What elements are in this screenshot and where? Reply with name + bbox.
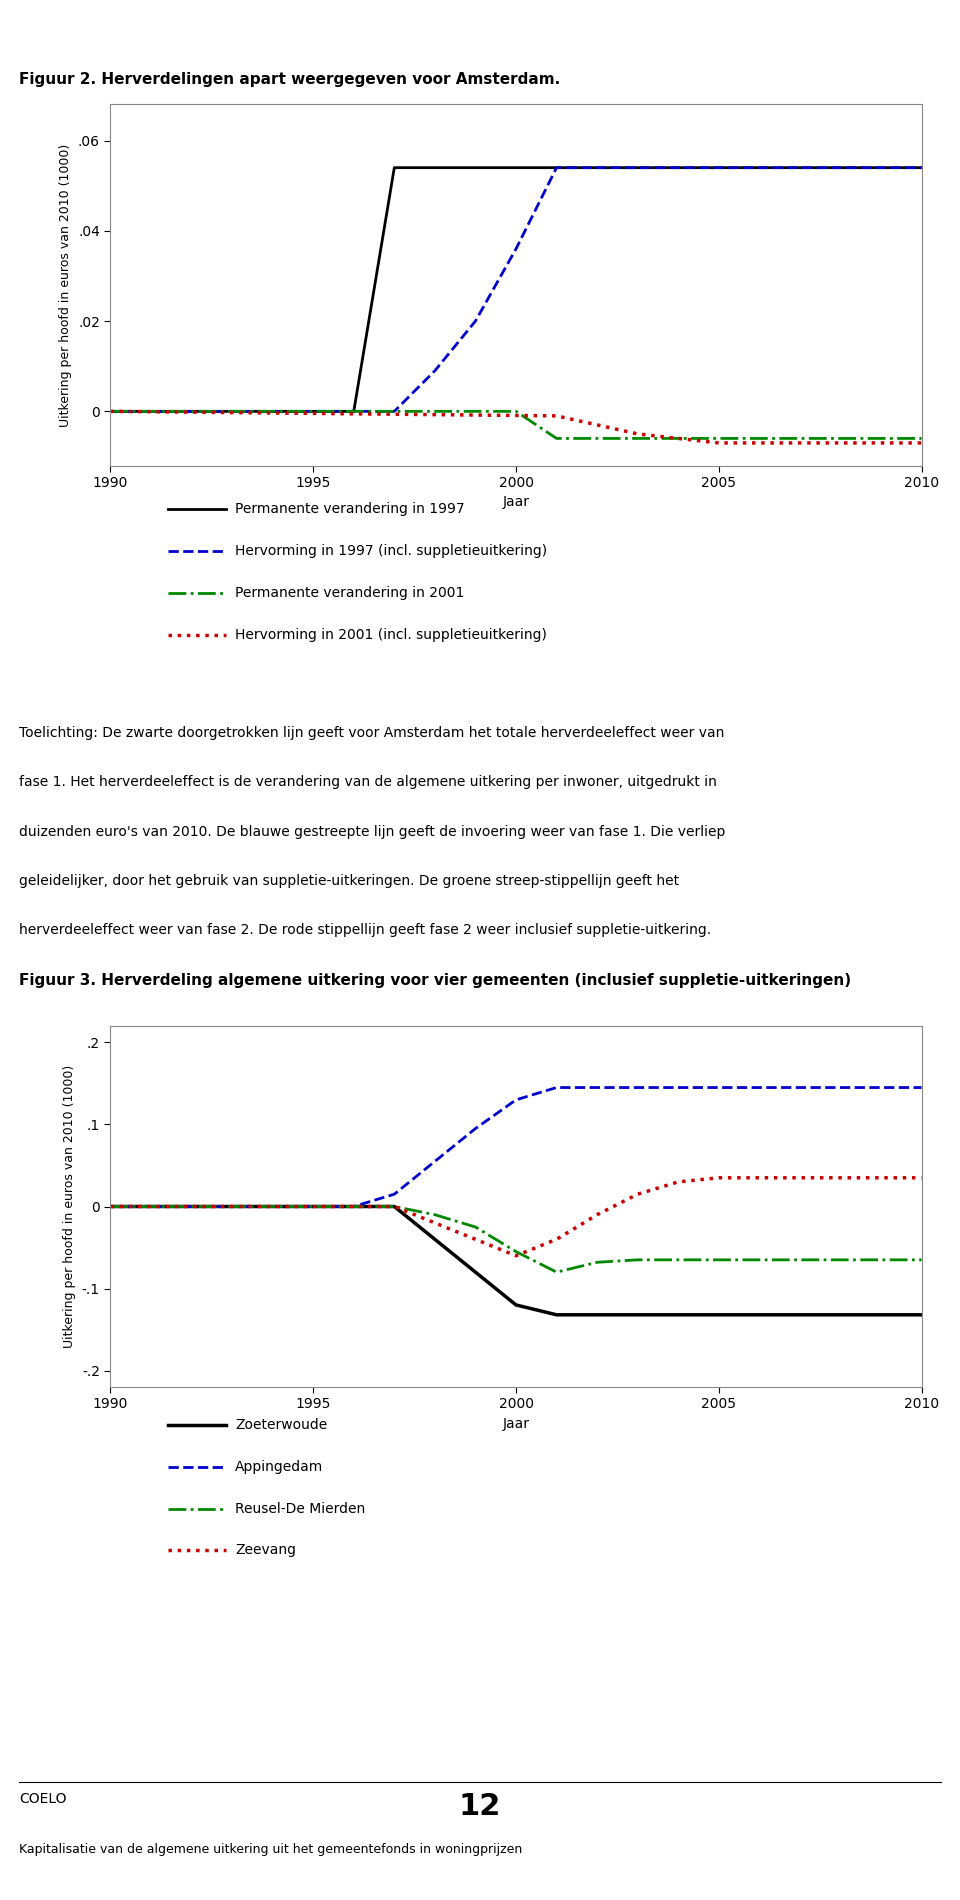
Text: Figuur 3. Herverdeling algemene uitkering voor vier gemeenten (inclusief supplet: Figuur 3. Herverdeling algemene uitkerin… bbox=[19, 973, 852, 988]
Text: Permanente verandering in 2001: Permanente verandering in 2001 bbox=[235, 585, 465, 600]
Text: COELO: COELO bbox=[19, 1792, 66, 1805]
Text: Hervorming in 1997 (incl. suppletieuitkering): Hervorming in 1997 (incl. suppletieuitke… bbox=[235, 543, 547, 559]
X-axis label: Jaar: Jaar bbox=[502, 496, 530, 509]
Text: Zeevang: Zeevang bbox=[235, 1543, 297, 1558]
Text: herverdeeleffect weer van fase 2. De rode stippellijn geeft fase 2 weer inclusie: herverdeeleffect weer van fase 2. De rod… bbox=[19, 923, 711, 937]
Text: geleidelijker, door het gebruik van suppletie-uitkeringen. De groene streep-stip: geleidelijker, door het gebruik van supp… bbox=[19, 874, 680, 887]
Text: Permanente verandering in 1997: Permanente verandering in 1997 bbox=[235, 502, 465, 517]
Text: duizenden euro's van 2010. De blauwe gestreepte lijn geeft de invoering weer van: duizenden euro's van 2010. De blauwe ges… bbox=[19, 825, 726, 838]
Text: fase 1. Het herverdeeleffect is de verandering van de algemene uitkering per inw: fase 1. Het herverdeeleffect is de veran… bbox=[19, 775, 717, 788]
Text: 12: 12 bbox=[459, 1792, 501, 1820]
Text: Kapitalisatie van de algemene uitkering uit het gemeentefonds in woningprijzen: Kapitalisatie van de algemene uitkering … bbox=[19, 1843, 522, 1856]
Text: Figuur 2. Herverdelingen apart weergegeven voor Amsterdam.: Figuur 2. Herverdelingen apart weergegev… bbox=[19, 72, 561, 87]
X-axis label: Jaar: Jaar bbox=[502, 1417, 530, 1431]
Y-axis label: Uitkering per hoofd in euros van 2010 (1000): Uitkering per hoofd in euros van 2010 (1… bbox=[60, 142, 72, 428]
Text: Toelichting: De zwarte doorgetrokken lijn geeft voor Amsterdam het totale herver: Toelichting: De zwarte doorgetrokken lij… bbox=[19, 726, 725, 739]
Text: Appingedam: Appingedam bbox=[235, 1459, 324, 1474]
Y-axis label: Uitkering per hoofd in euros van 2010 (1000): Uitkering per hoofd in euros van 2010 (1… bbox=[63, 1064, 76, 1349]
Text: Zoeterwoude: Zoeterwoude bbox=[235, 1417, 327, 1433]
Text: Hervorming in 2001 (incl. suppletieuitkering): Hervorming in 2001 (incl. suppletieuitke… bbox=[235, 627, 547, 642]
Text: Reusel-De Mierden: Reusel-De Mierden bbox=[235, 1501, 366, 1516]
